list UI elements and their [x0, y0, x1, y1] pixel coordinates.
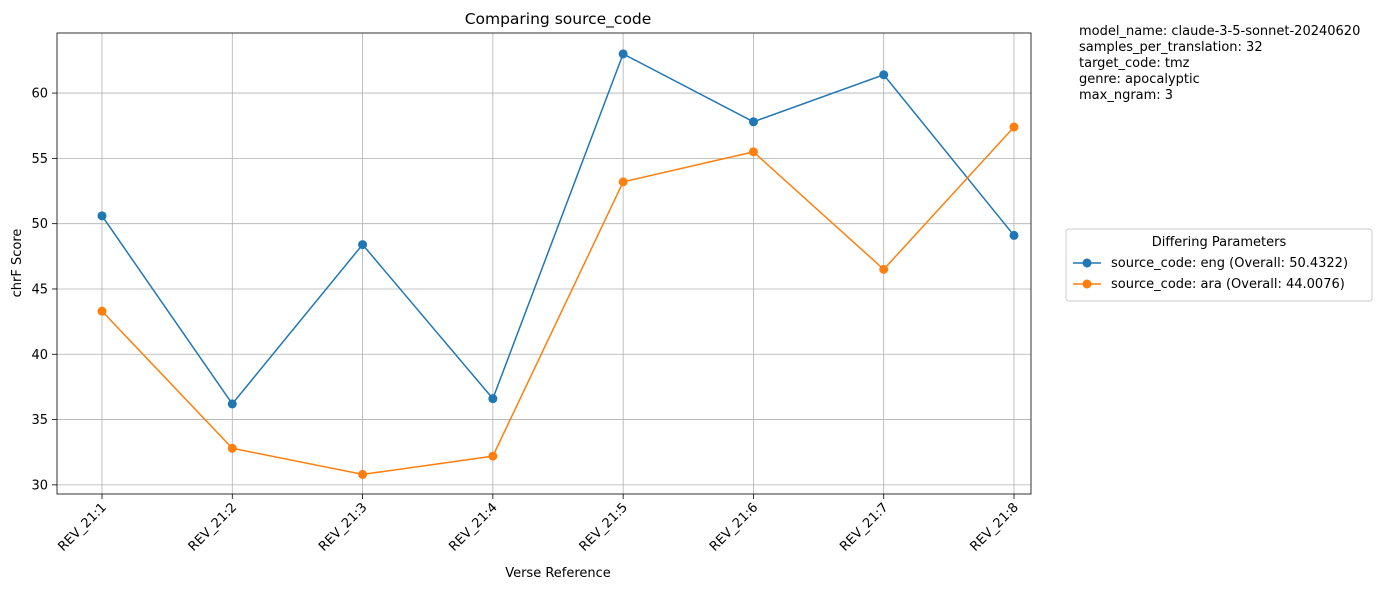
annotation-max-ngram: max_ngram: 3 [1079, 88, 1173, 103]
y-tick-label: 50 [31, 217, 48, 232]
y-axis-label: chrF Score [10, 229, 25, 298]
series-1 [97, 122, 1019, 479]
data-point [227, 443, 237, 453]
annotation-genre: genre: apocalyptic [1079, 72, 1200, 87]
data-point [618, 177, 628, 187]
legend: Differing Parameters source_code: eng (O… [1065, 228, 1373, 302]
data-point [748, 147, 758, 157]
annotation-samples: samples_per_translation: 32 [1079, 40, 1263, 55]
y-tick-label: 55 [31, 152, 48, 167]
parameter-annotations: model_name: claude-3-5-sonnet-20240620 s… [1079, 24, 1360, 103]
y-tick-label: 60 [31, 87, 48, 102]
annotation-model-name: model_name: claude-3-5-sonnet-20240620 [1079, 24, 1360, 39]
data-point [879, 70, 889, 80]
legend-frame [1065, 228, 1373, 302]
grid [57, 33, 1031, 494]
data-point [358, 469, 368, 479]
y-tick-label: 45 [31, 282, 48, 297]
data-point [1009, 230, 1019, 240]
x-tick-label: REV_21:8 [967, 500, 1021, 554]
data-point [748, 117, 758, 127]
data-point [1009, 122, 1019, 132]
legend-marker-eng [1082, 258, 1092, 268]
x-tick-label: REV_21:2 [186, 500, 240, 554]
x-tick-label: REV_21:4 [446, 500, 500, 554]
legend-entry-eng: source_code: eng (Overall: 50.4322) [1111, 256, 1348, 271]
data-point [97, 211, 107, 221]
data-point [488, 394, 498, 404]
annotation-target-code: target_code: tmz [1079, 56, 1190, 71]
y-tick-label: 40 [31, 348, 48, 363]
x-tick-label: REV_21:1 [55, 500, 109, 554]
legend-marker-ara [1082, 279, 1092, 289]
x-axis: REV_21:1 REV_21:2 REV_21:3 REV_21:4 REV_21:5… [55, 494, 1022, 555]
data-point [358, 240, 368, 250]
series-0 [97, 49, 1019, 409]
plot-area-frame [56, 32, 1032, 495]
data-point [227, 399, 237, 409]
x-tick-label: REV_21:5 [577, 500, 631, 554]
series-group [97, 49, 1019, 479]
data-point [488, 451, 498, 461]
y-tick-label: 35 [31, 413, 48, 428]
y-axis: 30 35 40 45 50 55 60 [31, 87, 57, 493]
legend-title: Differing Parameters [1152, 235, 1287, 250]
y-tick-label: 30 [31, 478, 48, 493]
x-tick-label: REV_21:3 [316, 500, 370, 554]
x-axis-label: Verse Reference [505, 566, 611, 581]
data-point [97, 306, 107, 316]
series-line [101, 126, 1015, 476]
data-point [879, 264, 889, 274]
x-tick-label: REV_21:6 [707, 500, 761, 554]
x-tick-label: REV_21:7 [837, 500, 891, 554]
data-point [618, 49, 628, 59]
chart-title: Comparing source_code [465, 10, 652, 29]
legend-entry-ara: source_code: ara (Overall: 44.0076) [1111, 277, 1345, 292]
series-line [101, 52, 1015, 406]
